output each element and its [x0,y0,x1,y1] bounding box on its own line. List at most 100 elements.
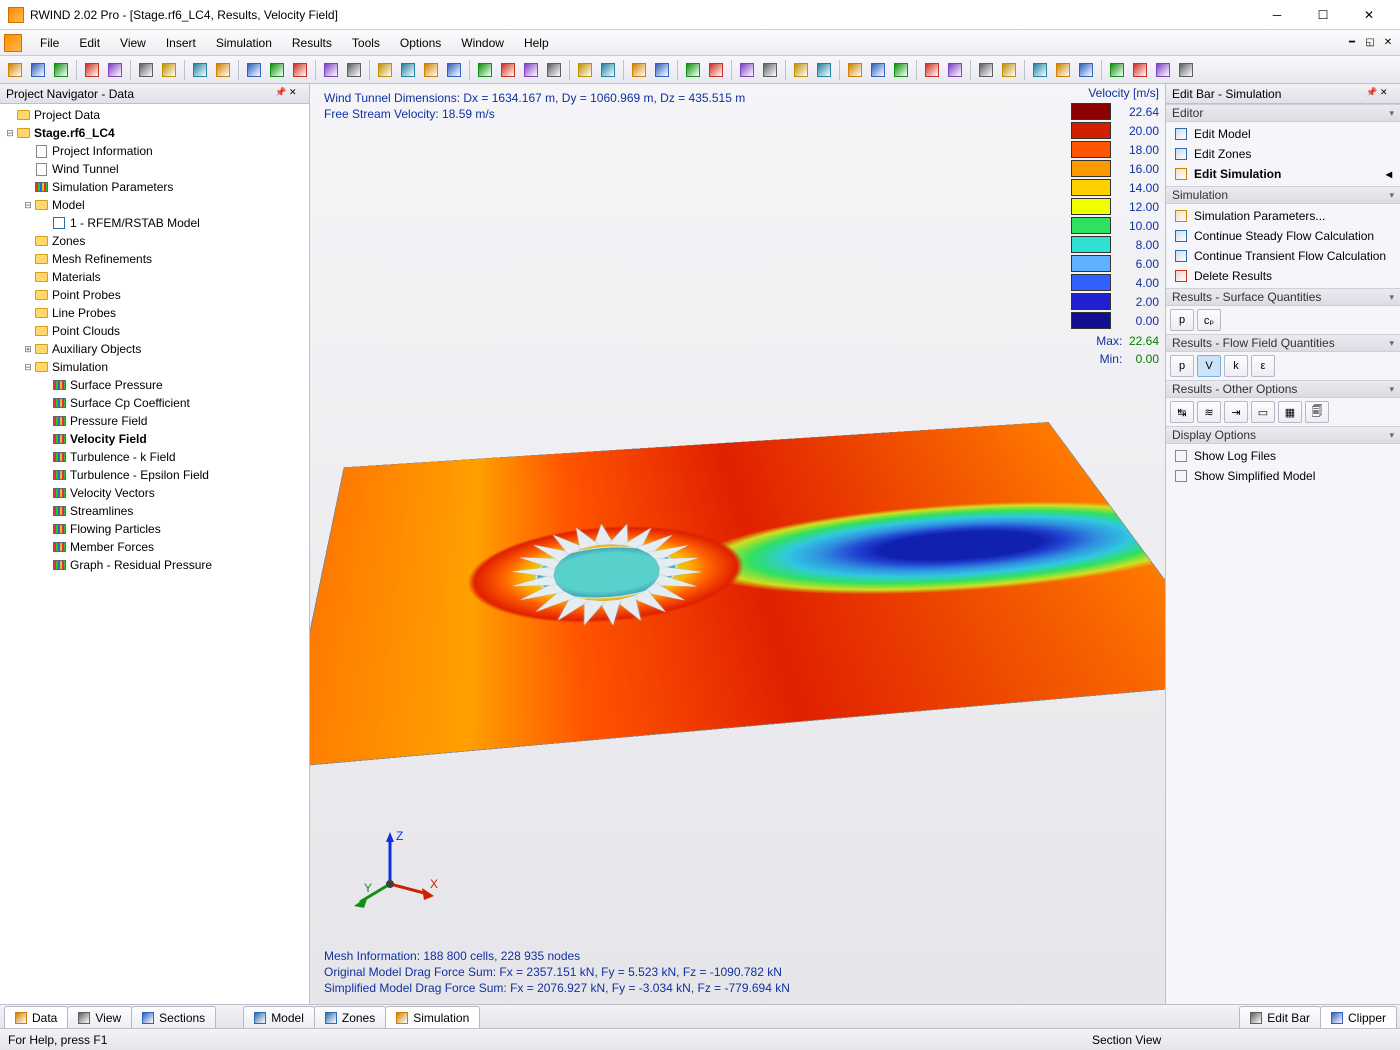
tree-node[interactable]: Velocity Vectors [0,484,309,502]
section-editor-header[interactable]: Editor▾ [1166,104,1400,122]
edit-item[interactable]: Continue Steady Flow Calculation [1170,226,1396,246]
tree-node[interactable]: Line Probes [0,304,309,322]
toolbar-button[interactable] [420,59,442,81]
tree-node[interactable]: Project Information [0,142,309,160]
pin-icon[interactable]: 📌 [275,87,289,101]
edit-item[interactable]: Continue Transient Flow Calculation [1170,246,1396,266]
maximize-button[interactable]: ☐ [1300,0,1346,30]
menu-window[interactable]: Window [451,33,514,53]
toolbar-button[interactable] [189,59,211,81]
section-flow-header[interactable]: Results - Flow Field Quantities▾ [1166,334,1400,352]
close-button[interactable]: ✕ [1346,0,1392,30]
toolbar-button[interactable] [520,59,542,81]
toolbar-button[interactable] [158,59,180,81]
tree-node[interactable]: Mesh Refinements [0,250,309,268]
other-option-button[interactable]: ⇥ [1224,401,1248,423]
toolbar-button[interactable] [543,59,565,81]
tree-node[interactable]: ⊟Model [0,196,309,214]
toolbar-button[interactable] [975,59,997,81]
edit-item[interactable]: Show Log Files [1170,446,1396,466]
tree-node[interactable]: Pressure Field [0,412,309,430]
result-button[interactable]: p [1170,355,1194,377]
toolbar-button[interactable] [1029,59,1051,81]
edit-item[interactable]: Simulation Parameters... [1170,206,1396,226]
other-option-button[interactable]: ▦ [1278,401,1302,423]
toolbar-button[interactable] [1152,59,1174,81]
tree-node[interactable]: Point Probes [0,286,309,304]
toolbar-button[interactable] [1052,59,1074,81]
toolbar-button[interactable] [50,59,72,81]
panel-close-icon[interactable]: ✕ [289,87,303,101]
other-option-button[interactable]: 🗐 [1305,401,1329,423]
toolbar-button[interactable] [867,59,889,81]
viewport-3d[interactable]: Wind Tunnel Dimensions: Dx = 1634.167 m,… [310,84,1165,1004]
edit-item[interactable]: Edit Model [1170,124,1396,144]
expander-icon[interactable]: ⊟ [4,128,16,139]
toolbar-button[interactable] [81,59,103,81]
menu-tools[interactable]: Tools [342,33,390,53]
expander-icon[interactable]: ⊞ [22,344,34,355]
result-button[interactable]: k [1224,355,1248,377]
tree-node[interactable]: 1 - RFEM/RSTAB Model [0,214,309,232]
tree-node[interactable]: Flowing Particles [0,520,309,538]
toolbar-button[interactable] [289,59,311,81]
tree-node[interactable]: Wind Tunnel [0,160,309,178]
toolbar-button[interactable] [320,59,342,81]
tree-node[interactable]: Member Forces [0,538,309,556]
tree-node[interactable]: Surface Cp Coefficient [0,394,309,412]
edit-item[interactable]: Edit Simulation◂ [1170,164,1396,184]
toolbar-button[interactable] [944,59,966,81]
toolbar-button[interactable] [243,59,265,81]
mdi-minimize-button[interactable]: ━ [1344,35,1360,51]
tree-node[interactable]: ⊟Stage.rf6_LC4 [0,124,309,142]
toolbar-button[interactable] [443,59,465,81]
section-display-header[interactable]: Display Options▾ [1166,426,1400,444]
expander-icon[interactable]: ⊟ [22,362,34,373]
toolbar-button[interactable] [4,59,26,81]
toolbar-button[interactable] [597,59,619,81]
toolbar-button[interactable] [397,59,419,81]
toolbar-button[interactable] [651,59,673,81]
toolbar-button[interactable] [1175,59,1197,81]
toolbar-button[interactable] [574,59,596,81]
tree-node[interactable]: Graph - Residual Pressure [0,556,309,574]
tab-data[interactable]: Data [4,1006,68,1028]
toolbar-button[interactable] [759,59,781,81]
tab-edit-bar[interactable]: Edit Bar [1239,1006,1321,1028]
toolbar-button[interactable] [890,59,912,81]
tree-node[interactable]: Simulation Parameters [0,178,309,196]
tree-node[interactable]: Turbulence - Epsilon Field [0,466,309,484]
pin-icon[interactable]: 📌 [1366,87,1380,101]
result-button[interactable]: p [1170,309,1194,331]
toolbar-button[interactable] [844,59,866,81]
tab-model[interactable]: Model [243,1006,315,1028]
tree-node[interactable]: Project Data [0,106,309,124]
toolbar-button[interactable] [682,59,704,81]
tree-node[interactable]: Zones [0,232,309,250]
menu-file[interactable]: File [30,33,69,53]
tab-simulation[interactable]: Simulation [385,1006,480,1028]
toolbar-button[interactable] [790,59,812,81]
menu-results[interactable]: Results [282,33,342,53]
tree-node[interactable]: Surface Pressure [0,376,309,394]
toolbar-button[interactable] [343,59,365,81]
mdi-restore-button[interactable]: ◱ [1362,35,1378,51]
menu-help[interactable]: Help [514,33,559,53]
section-other-header[interactable]: Results - Other Options▾ [1166,380,1400,398]
tree-node[interactable]: Turbulence - k Field [0,448,309,466]
tree-node[interactable]: ⊟Simulation [0,358,309,376]
toolbar-button[interactable] [998,59,1020,81]
tree-node[interactable]: Point Clouds [0,322,309,340]
tab-zones[interactable]: Zones [314,1006,386,1028]
expander-icon[interactable]: ⊟ [22,200,34,211]
menu-simulation[interactable]: Simulation [206,33,282,53]
edit-item[interactable]: Edit Zones [1170,144,1396,164]
toolbar-button[interactable] [736,59,758,81]
toolbar-button[interactable] [1075,59,1097,81]
toolbar-button[interactable] [135,59,157,81]
toolbar-button[interactable] [374,59,396,81]
toolbar-button[interactable] [104,59,126,81]
edit-item[interactable]: Delete Results [1170,266,1396,286]
minimize-button[interactable]: ─ [1254,0,1300,30]
toolbar-button[interactable] [921,59,943,81]
